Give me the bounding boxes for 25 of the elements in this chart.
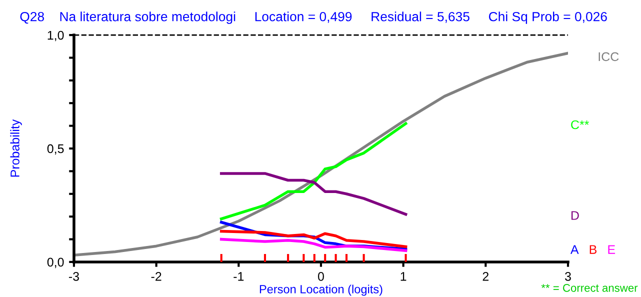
- text: E: [608, 245, 616, 254]
- x-tick-label: -3: [68, 272, 79, 281]
- x-axis-title: Person Location (logits): [260, 284, 382, 296]
- text: ICC: [598, 52, 619, 62]
- y-tick-label: 0,5: [47, 144, 64, 155]
- y-tick-label: 0,0: [47, 258, 64, 268]
- line-series: [220, 230, 408, 248]
- line-series: [220, 172, 408, 216]
- y-axis-title: Probability: [10, 119, 22, 177]
- x-tick-label: -2: [151, 272, 162, 281]
- x-tick-label: -1: [234, 272, 244, 281]
- text: ** = Correct answer: [541, 284, 638, 292]
- x-tick-label: 0: [318, 272, 324, 281]
- y-tick-label: 1,0: [48, 30, 64, 42]
- x-tick-label: 3: [564, 272, 571, 281]
- text: B: [590, 245, 597, 254]
- x-tick-label: 1: [400, 272, 406, 281]
- line-series: [220, 122, 408, 220]
- line-series: [220, 238, 408, 252]
- chart-title: Q28 Na literatura sobre metodologi Location = 0,499 Residual = 5,635 Chi Sq Prob = 0,026: [20, 12, 607, 24]
- text: C**: [571, 120, 590, 130]
- line-series: [74, 52, 568, 257]
- text: A: [570, 245, 579, 254]
- x-tick-label: 2: [482, 272, 488, 281]
- text: D: [571, 211, 579, 220]
